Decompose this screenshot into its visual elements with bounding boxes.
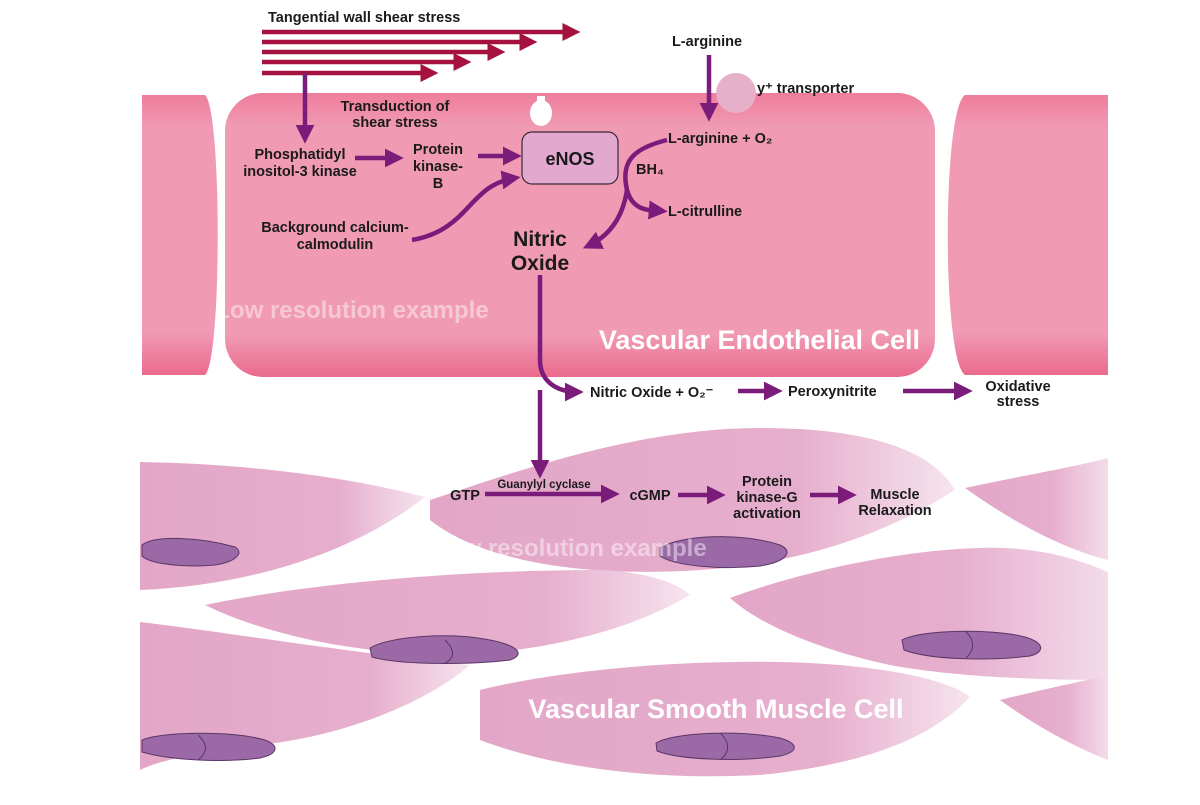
endothelial-cell-left [142,95,218,375]
gtp-label: GTP [450,488,480,504]
nucleus [369,635,519,664]
endothelial-cell-title: Vascular Endothelial Cell [599,325,920,355]
pi3k-label-2: inositol-3 kinase [243,164,357,180]
pkb-label-1: Protein [413,142,463,158]
nitric-oxide-label-2: Oxide [511,252,569,275]
muscle-cell [480,661,970,777]
pi3k-label-1: Phosphatidyl [254,147,345,163]
l-arginine-label: L-arginine [672,34,742,50]
muscle-relaxation-label-1: Muscle [870,487,919,503]
pkb-label-2: kinase- [413,159,463,175]
endothelial-layer [142,93,1108,377]
muscle-cell [730,547,1108,680]
bh4-label: BH₄ [636,162,664,178]
watermark-text-2: Low resolution example [433,535,706,562]
shear-stress-label: Tangential wall shear stress [268,10,460,26]
calcium-label-1: Background calcium- [261,220,409,236]
pkg-label-3: activation [733,506,801,522]
oxidative-stress-label-2: stress [997,394,1040,410]
nucleus [901,630,1042,660]
transporter-label: y⁺ transporter [757,81,854,97]
muscle-cell [1000,675,1108,760]
mechanosensor-icon [530,96,552,126]
muscle-cell [430,428,955,572]
guanylyl-cyclase-label: Guanylyl cyclase [497,479,590,491]
muscle-cell [140,462,425,590]
y-transporter-icon [716,73,756,113]
oxidative-stress-label-1: Oxidative [985,379,1050,395]
transduction-label-2: shear stress [352,115,437,131]
nucleus [659,536,788,569]
nucleus [655,732,795,760]
pkb-label-3: B [433,176,443,192]
muscle-cell [965,458,1108,560]
cgmp-label: cGMP [629,488,670,504]
enos-box [521,131,619,185]
muscle-cell [205,570,690,655]
calcium-label-2: calmodulin [297,237,374,253]
nitric-oxide-label-1: Nitric [513,228,567,251]
pathway-arrows [295,55,973,505]
l-citrulline-label: L-citrulline [668,204,742,220]
peroxynitrite-label: Peroxynitrite [788,384,877,400]
pkg-label-2: kinase-G [736,490,797,506]
pkg-label-1: Protein [742,474,792,490]
nucleus [141,732,276,761]
shear-stress-arrows [262,23,581,82]
transduction-label-1: Transduction of [341,99,450,115]
l-arginine-o2-label: L-arginine + O₂ [668,131,772,147]
muscle-relaxation-label-2: Relaxation [858,503,931,519]
enos-label: eNOS [545,149,594,169]
smooth-muscle-cell-title: Vascular Smooth Muscle Cell [528,694,903,724]
no-plus-o2-label: Nitric Oxide + O₂⁻ [590,385,714,401]
endothelial-cell-right [947,95,1108,375]
nucleus [141,538,240,567]
watermark-text: Low resolution example [215,297,488,324]
smooth-muscle-layer [140,428,1108,777]
